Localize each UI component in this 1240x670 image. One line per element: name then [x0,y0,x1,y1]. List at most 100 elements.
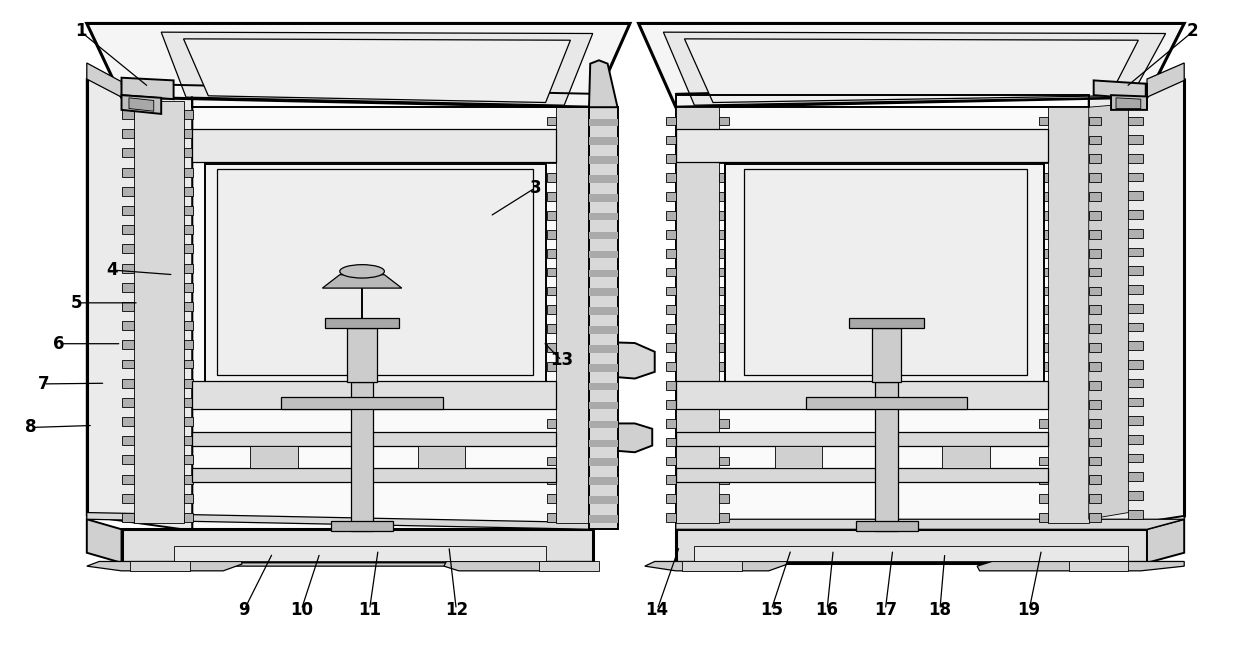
Polygon shape [694,546,1128,561]
Polygon shape [122,379,134,388]
Polygon shape [725,164,1044,382]
Polygon shape [589,175,618,183]
Polygon shape [1089,456,1101,465]
Polygon shape [184,513,193,522]
Polygon shape [593,362,601,371]
Polygon shape [122,263,134,273]
Polygon shape [547,513,556,522]
Polygon shape [444,561,595,571]
Polygon shape [87,513,593,529]
Polygon shape [666,174,676,182]
Polygon shape [1039,249,1048,257]
Polygon shape [666,513,676,522]
Polygon shape [676,468,1048,482]
Polygon shape [589,364,618,372]
Polygon shape [719,438,729,446]
Polygon shape [217,169,533,375]
Polygon shape [1128,229,1143,238]
Polygon shape [1089,211,1101,220]
Polygon shape [192,129,556,162]
Polygon shape [593,343,601,352]
Polygon shape [174,546,546,561]
Polygon shape [1128,154,1143,163]
Polygon shape [192,432,556,446]
Polygon shape [593,476,601,484]
Polygon shape [589,156,618,164]
Polygon shape [1089,343,1101,352]
Polygon shape [719,362,729,371]
Polygon shape [122,149,134,157]
Polygon shape [184,456,193,464]
Polygon shape [351,382,373,531]
Polygon shape [676,519,1184,529]
Polygon shape [719,174,729,182]
Polygon shape [942,446,990,468]
Polygon shape [281,397,443,409]
Polygon shape [122,110,134,119]
Polygon shape [719,192,729,201]
Polygon shape [1089,400,1101,409]
Polygon shape [1128,454,1143,462]
Polygon shape [87,519,122,563]
Polygon shape [1147,519,1184,563]
Polygon shape [184,110,193,119]
Polygon shape [593,419,601,427]
Polygon shape [347,328,377,382]
Polygon shape [1039,268,1048,277]
Polygon shape [122,168,134,177]
Polygon shape [184,417,193,426]
Polygon shape [192,468,556,482]
Polygon shape [1128,472,1143,481]
Polygon shape [1089,117,1101,125]
Polygon shape [1039,230,1048,239]
Polygon shape [1089,513,1101,522]
Polygon shape [1089,419,1101,427]
Polygon shape [122,494,134,502]
Text: 11: 11 [358,601,381,618]
Polygon shape [849,318,924,328]
Polygon shape [589,137,618,145]
Polygon shape [1089,249,1101,257]
Polygon shape [1069,561,1128,571]
Polygon shape [122,245,134,253]
Polygon shape [856,521,918,531]
Polygon shape [666,268,676,277]
Polygon shape [1089,154,1101,163]
Polygon shape [593,400,601,409]
Polygon shape [1089,324,1101,333]
Polygon shape [719,513,729,522]
Polygon shape [1128,341,1143,350]
Polygon shape [593,154,601,163]
Polygon shape [719,249,729,257]
Polygon shape [122,436,134,445]
Polygon shape [593,342,655,379]
Polygon shape [122,474,134,484]
Polygon shape [547,306,556,314]
Polygon shape [1128,210,1143,219]
Polygon shape [719,494,729,503]
Polygon shape [744,169,1027,375]
Polygon shape [593,268,601,277]
Polygon shape [122,529,593,563]
Polygon shape [589,119,618,126]
Text: 4: 4 [105,261,118,279]
Polygon shape [1039,343,1048,352]
Polygon shape [130,561,190,571]
Polygon shape [547,230,556,239]
Polygon shape [1128,397,1143,406]
Polygon shape [184,360,193,368]
Polygon shape [1089,104,1128,519]
Polygon shape [322,275,402,288]
Polygon shape [719,230,729,239]
Polygon shape [719,324,729,333]
Polygon shape [547,268,556,277]
Polygon shape [1128,267,1143,275]
Polygon shape [184,225,193,234]
Polygon shape [589,383,618,391]
Polygon shape [1039,513,1048,522]
Polygon shape [184,379,193,388]
Text: 14: 14 [646,601,668,618]
Polygon shape [1089,79,1184,531]
Text: 3: 3 [529,179,542,196]
Polygon shape [593,456,601,465]
